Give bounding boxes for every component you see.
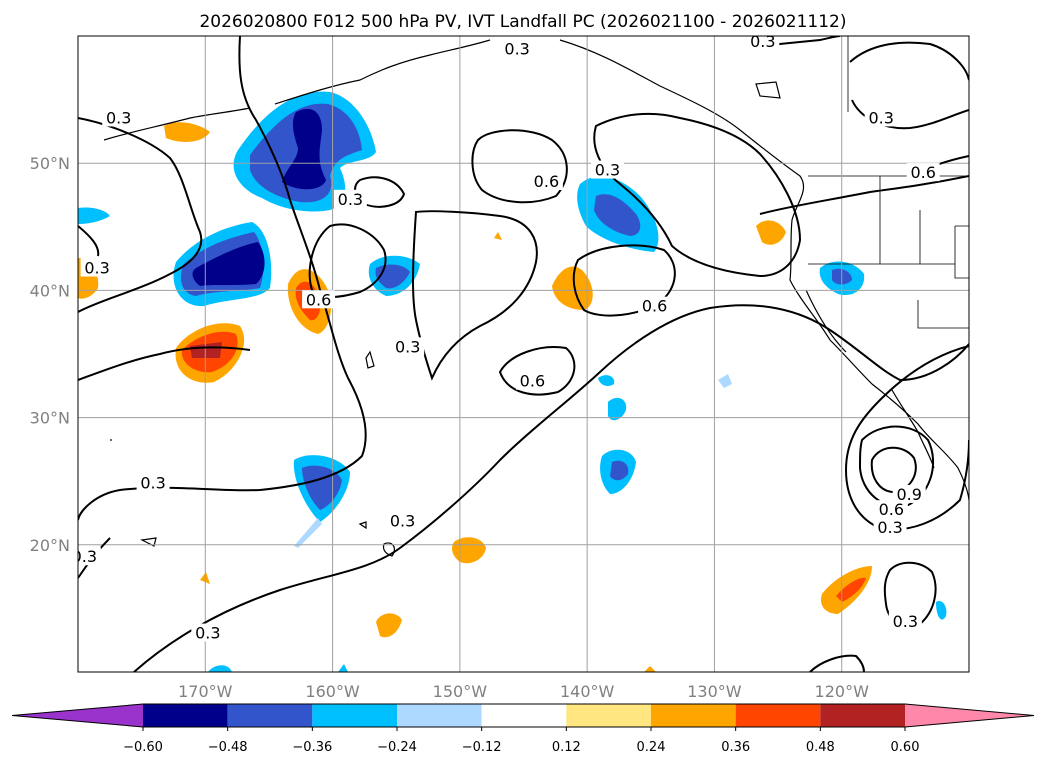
colorbar-tick-label: 0.24 (637, 740, 666, 755)
contour-label: 0.6 (520, 372, 545, 391)
contour-label: 0.6 (306, 290, 331, 309)
contour-label-bg (591, 160, 625, 179)
contour-label: 0.3 (877, 518, 902, 537)
colorbar-segment (143, 704, 228, 727)
contour-label: 0.3 (72, 547, 97, 566)
contour-label-bg (638, 296, 672, 315)
contour-label-bg (191, 623, 225, 642)
x-tick-label: 160°W (305, 682, 360, 701)
colorbar-segment (312, 704, 397, 727)
contour-label-bg (136, 473, 170, 492)
contour-label: 0.3 (195, 624, 220, 643)
colorbar-tick-label: 0.12 (552, 740, 581, 755)
contour-label-bg (874, 500, 908, 519)
contour-label: 0.9 (896, 485, 921, 504)
contour-label-bg (78, 547, 101, 566)
contour-label-bg (333, 189, 367, 208)
colorbar-tick-label: −0.60 (123, 740, 163, 755)
x-axis-ticks: 170°W 160°W 150°W 140°W 130°W 120°W (178, 682, 869, 701)
contour-label-bg (864, 108, 898, 127)
contour-label: 0.3 (868, 108, 893, 127)
map-plot-area: 0.30.30.30.60.30.30.30.30.30.30.60.60.30… (72, 32, 969, 672)
colorbar-tick-label: −0.12 (462, 740, 502, 755)
contour-label: 0.3 (595, 161, 620, 180)
contour-label-bg (515, 371, 549, 390)
colorbar-tick-label: 0.60 (891, 740, 920, 755)
colorbar-extend-low (12, 704, 143, 727)
contour-label: 0.3 (84, 259, 109, 278)
colorbar-segment (735, 704, 821, 727)
colorbar-tick-label: −0.24 (377, 740, 417, 755)
contour-label-bg (302, 290, 336, 309)
y-tick-label: 20°N (30, 536, 70, 555)
contour-label-bg (391, 337, 425, 356)
colorbar-segment (566, 704, 651, 727)
colorbar: −0.60 −0.48 −0.36 −0.24 −0.12 0.12 0.24 0.36 0.4… (11, 703, 1035, 755)
colorbar-tick-label: −0.48 (208, 740, 248, 755)
contour-label-bg (888, 612, 922, 631)
colorbar-segment (397, 704, 482, 727)
colorbar-segment (820, 704, 905, 727)
map-frame (77, 35, 970, 673)
contour-label-bg (386, 511, 420, 530)
ivt-pc-filled-contours (78, 91, 947, 672)
contour-label: 0.3 (140, 473, 165, 492)
contour-label: 0.6 (879, 500, 904, 519)
contour-label: 0.3 (338, 190, 363, 209)
colorbar-segment (227, 704, 313, 727)
y-tick-label: 40°N (30, 281, 70, 300)
contour-label: 0.3 (390, 512, 415, 531)
x-tick-label: 140°W (560, 682, 615, 701)
contour-label-bg (746, 36, 780, 51)
colorbar-tick-label: −0.36 (292, 740, 332, 755)
contour-label-bg (892, 484, 926, 503)
y-tick-label: 30°N (30, 409, 70, 428)
contour-label-bg (500, 39, 534, 58)
contour-label-bg (529, 172, 563, 191)
contour-label: 0.6 (910, 163, 935, 182)
chart-title: 2026020800 F012 500 hPa PV, IVT Landfall… (199, 12, 846, 32)
contour-label: 0.3 (106, 108, 131, 127)
contour-label: 0.3 (750, 32, 775, 51)
x-tick-label: 120°W (815, 682, 870, 701)
contour-label-bg (80, 258, 114, 277)
x-tick-label: 170°W (178, 682, 233, 701)
contour-label: 0.3 (504, 40, 529, 59)
colorbar-tick-label: 0.48 (806, 740, 835, 755)
contour-label: 0.3 (893, 612, 918, 631)
colorbar-extend-high (905, 704, 1034, 727)
pv-contour-lines (78, 36, 969, 672)
political-borders (808, 36, 969, 329)
colorbar-segment (481, 704, 567, 727)
contour-label: 0.6 (642, 297, 667, 316)
contour-label-bg (873, 517, 907, 536)
contour-label-bg (906, 163, 940, 182)
contour-label: 0.3 (395, 337, 420, 356)
y-tick-label: 50°N (30, 154, 70, 173)
colorbar-tick-label: 0.36 (721, 740, 750, 755)
x-tick-label: 150°W (433, 682, 488, 701)
gridlines (78, 36, 969, 672)
contour-labels: 0.30.30.30.60.30.30.30.30.30.30.60.60.30… (72, 32, 940, 643)
colorbar-segment (651, 704, 736, 727)
contour-label-bg (102, 108, 136, 127)
y-axis-ticks: 20°N 30°N 40°N 50°N (30, 154, 70, 555)
x-tick-label: 130°W (687, 682, 742, 701)
contour-label: 0.6 (534, 172, 559, 191)
